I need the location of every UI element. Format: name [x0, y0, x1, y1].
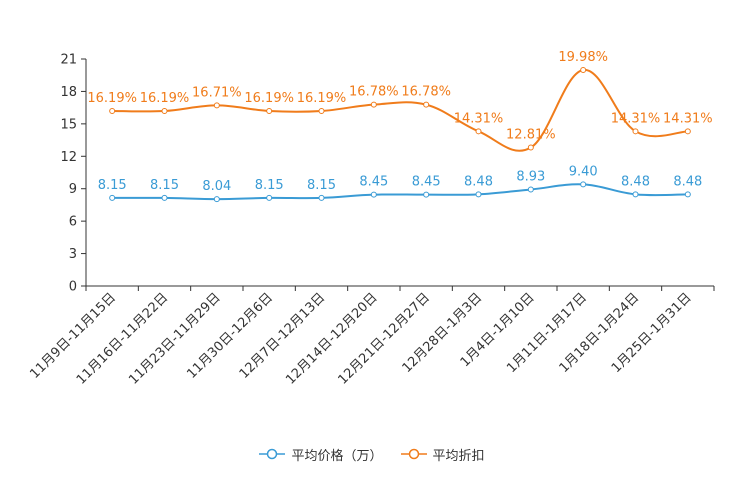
legend-item-2[interactable]: 平均折扣	[400, 445, 485, 464]
data-label: 14.31%	[663, 111, 713, 126]
data-label: 14.31%	[454, 111, 504, 126]
data-point	[213, 102, 220, 109]
x-tick-label: 11月9日-11月15日	[27, 290, 119, 382]
data-label: 8.15	[255, 178, 284, 193]
data-point	[580, 67, 587, 74]
data-point	[161, 107, 168, 114]
data-label: 8.45	[412, 175, 441, 190]
data-label: 8.93	[516, 169, 545, 184]
data-point	[161, 194, 168, 201]
legend-label: 平均价格（万）	[291, 448, 383, 464]
data-point	[109, 107, 116, 114]
data-label: 8.48	[621, 174, 650, 189]
data-label: 9.40	[569, 164, 598, 179]
y-tick-label: 6	[69, 215, 77, 230]
legend-line-marker-icon	[400, 448, 427, 460]
data-label: 16.78%	[349, 85, 399, 100]
y-tick-label: 0	[69, 280, 77, 295]
data-point	[370, 191, 377, 198]
y-tick-label: 3	[69, 247, 77, 262]
data-label: 16.71%	[192, 85, 242, 100]
data-point	[527, 186, 534, 193]
legend-item-1[interactable]: 平均价格（万）	[259, 445, 383, 464]
legend: 平均价格（万） 平均折扣	[0, 442, 744, 466]
y-tick-label: 15	[60, 117, 77, 132]
data-point	[632, 128, 639, 135]
data-label: 8.48	[464, 174, 493, 189]
data-point	[318, 194, 325, 201]
data-label: 8.15	[98, 178, 127, 193]
data-label: 16.19%	[244, 91, 294, 106]
legend-line-marker-icon	[259, 448, 286, 460]
data-point	[684, 191, 691, 198]
data-point	[318, 107, 325, 114]
y-tick-label: 12	[60, 150, 77, 165]
y-tick-label: 9	[69, 182, 77, 197]
data-label: 16.19%	[297, 91, 347, 106]
data-label: 16.19%	[87, 91, 137, 106]
data-label: 8.45	[359, 175, 388, 190]
y-tick-label: 21	[60, 53, 77, 68]
data-label: 19.98%	[558, 50, 608, 65]
series-line-1	[112, 183, 688, 201]
data-point	[632, 191, 639, 198]
data-point	[423, 101, 430, 108]
x-tick-label: 11月16日-11月22日	[74, 290, 171, 387]
data-point	[109, 194, 116, 201]
data-point	[370, 101, 377, 108]
x-tick-label: 12月14日-12月20日	[283, 290, 380, 387]
data-point	[423, 191, 430, 198]
data-point	[213, 196, 220, 203]
data-point	[266, 107, 273, 114]
data-label: 8.04	[202, 179, 231, 194]
data-point	[475, 191, 482, 198]
data-label: 8.15	[307, 178, 336, 193]
y-tick-label: 18	[60, 85, 77, 100]
data-point	[266, 194, 273, 201]
series-line-2	[112, 69, 688, 152]
data-label: 16.78%	[401, 85, 451, 100]
data-label: 8.48	[673, 174, 702, 189]
data-label: 8.15	[150, 178, 179, 193]
data-label: 16.19%	[140, 91, 190, 106]
data-label: 12.81%	[506, 128, 556, 143]
legend-label: 平均折扣	[432, 448, 485, 464]
x-tick-label: 12月21日-12月27日	[336, 290, 433, 387]
data-point	[527, 144, 534, 151]
x-tick-label: 11月23日-11月29日	[126, 290, 223, 387]
data-point	[684, 128, 691, 135]
data-point	[580, 181, 587, 188]
line-chart: 0 3 6 9 12 15 18 21 11月9日-11月15日11月16日-11月22日11月…	[27, 50, 715, 388]
data-label: 14.31%	[611, 111, 661, 126]
data-point	[475, 128, 482, 135]
